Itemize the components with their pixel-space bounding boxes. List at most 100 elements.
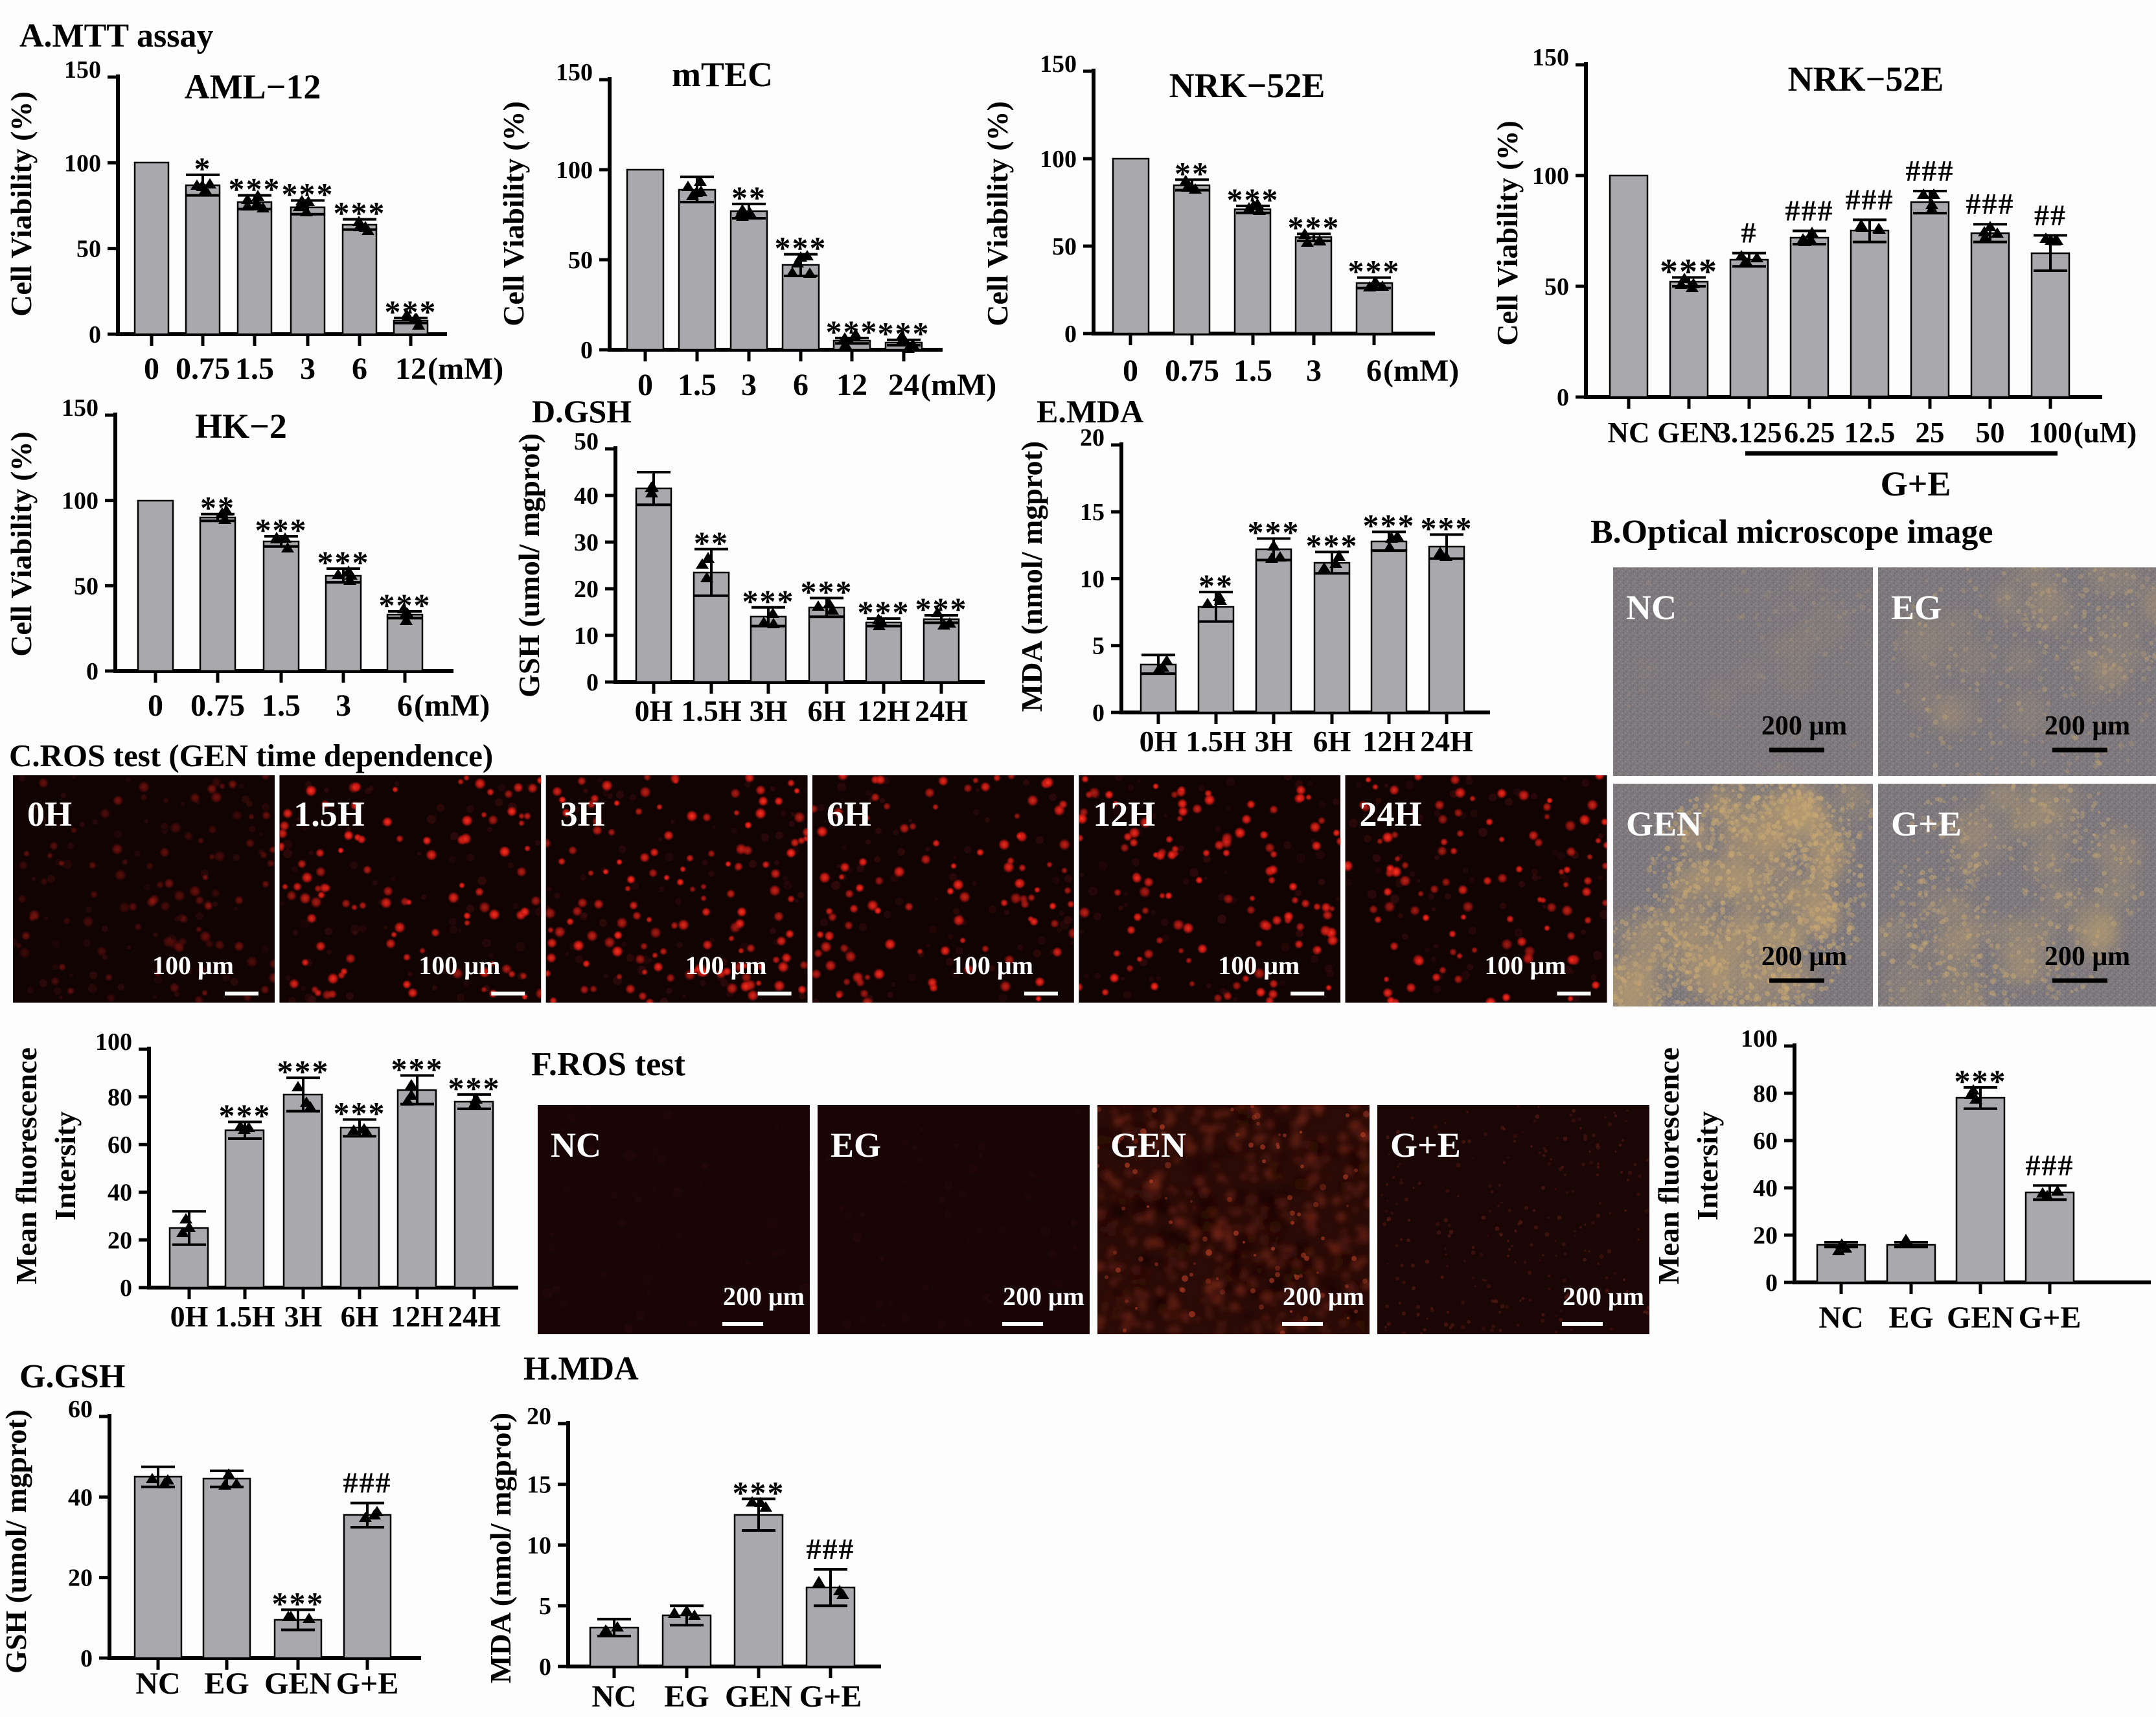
svg-text:15: 15 <box>527 1472 551 1499</box>
svg-text:C.ROS test (GEN time dependenc: C.ROS test (GEN time dependence) <box>9 738 493 773</box>
svg-text:***: *** <box>385 293 437 330</box>
svg-text:40: 40 <box>1753 1175 1778 1202</box>
svg-text:**: ** <box>1175 155 1210 191</box>
svg-text:NRK−52E: NRK−52E <box>1788 60 1944 98</box>
svg-text:5: 5 <box>539 1593 551 1620</box>
svg-text:HK−2: HK−2 <box>195 407 287 446</box>
svg-text:G+E: G+E <box>1881 464 1951 503</box>
svg-text:MDA (nmol/ mgprot): MDA (nmol/ mgprot) <box>484 1413 517 1683</box>
svg-text:40: 40 <box>68 1484 93 1511</box>
svg-text:Intersity: Intersity <box>1691 1111 1724 1221</box>
svg-text:***: *** <box>277 1053 330 1089</box>
svg-text:50: 50 <box>574 428 599 455</box>
svg-text:60: 60 <box>1753 1128 1778 1155</box>
svg-text:0: 0 <box>1064 321 1077 348</box>
svg-text:***: *** <box>1660 252 1718 292</box>
svg-text:**: ** <box>731 179 766 216</box>
svg-text:0: 0 <box>539 1654 551 1681</box>
svg-text:6H: 6H <box>827 795 871 834</box>
svg-text:12H: 12H <box>857 694 910 727</box>
svg-text:***: *** <box>1955 1063 2007 1099</box>
svg-text:(mM): (mM) <box>414 688 490 723</box>
svg-text:EG: EG <box>664 1679 709 1714</box>
svg-text:NC: NC <box>1608 416 1650 449</box>
svg-text:D.GSH: D.GSH <box>532 393 632 429</box>
svg-text:NC: NC <box>1818 1301 1863 1335</box>
svg-text:0.75: 0.75 <box>190 688 245 723</box>
svg-text:100: 100 <box>95 1029 132 1056</box>
svg-text:80: 80 <box>1753 1080 1778 1108</box>
svg-text:6: 6 <box>397 688 413 723</box>
svg-text:150: 150 <box>64 56 101 84</box>
svg-text:EG: EG <box>1891 588 1942 627</box>
svg-text:0: 0 <box>637 368 653 402</box>
svg-text:200 μm: 200 μm <box>723 1282 805 1311</box>
svg-text:GEN: GEN <box>1657 416 1721 449</box>
svg-text:***: *** <box>391 1051 444 1087</box>
svg-text:###: ### <box>1966 187 2015 220</box>
svg-text:100 μm: 100 μm <box>1218 951 1300 980</box>
svg-text:15: 15 <box>1080 499 1105 526</box>
svg-text:20: 20 <box>574 576 599 603</box>
svg-text:MDA (nmol/ mgprot): MDA (nmol/ mgprot) <box>1015 441 1048 712</box>
svg-text:100: 100 <box>556 157 593 184</box>
svg-text:40: 40 <box>108 1179 132 1207</box>
svg-text:1.5H: 1.5H <box>1186 725 1246 758</box>
svg-text:0: 0 <box>144 352 159 386</box>
svg-text:0: 0 <box>86 658 98 685</box>
svg-text:200 μm: 200 μm <box>2045 942 2130 972</box>
svg-text:80: 80 <box>108 1084 132 1111</box>
svg-text:F.ROS test: F.ROS test <box>531 1046 686 1083</box>
svg-text:200 μm: 200 μm <box>1003 1282 1084 1311</box>
svg-text:24H: 24H <box>915 694 968 727</box>
svg-text:###: ### <box>1906 154 1955 187</box>
svg-text:100: 100 <box>64 150 101 177</box>
svg-text:0: 0 <box>1765 1269 1778 1297</box>
svg-text:***: *** <box>229 171 281 207</box>
svg-text:###: ### <box>1846 183 1894 216</box>
svg-text:EG: EG <box>204 1666 249 1701</box>
svg-text:G+E: G+E <box>799 1679 862 1714</box>
svg-text:100 μm: 100 μm <box>952 951 1033 980</box>
svg-text:12: 12 <box>836 368 867 402</box>
svg-text:Cell Viability (%): Cell Viability (%) <box>1491 120 1524 346</box>
svg-text:20: 20 <box>108 1227 132 1254</box>
svg-text:20: 20 <box>527 1403 551 1430</box>
svg-text:###: ### <box>807 1532 855 1565</box>
svg-text:6.25: 6.25 <box>1784 416 1835 449</box>
svg-text:***: *** <box>1363 507 1416 543</box>
svg-text:0H: 0H <box>1140 725 1178 758</box>
svg-text:0.75: 0.75 <box>176 352 230 386</box>
svg-text:EG: EG <box>831 1126 881 1165</box>
svg-text:Mean fluorescence: Mean fluorescence <box>1652 1047 1685 1284</box>
svg-text:12.5: 12.5 <box>1844 416 1896 449</box>
svg-text:(uM): (uM) <box>2074 416 2137 449</box>
svg-text:GEN: GEN <box>264 1666 332 1701</box>
svg-text:150: 150 <box>1532 44 1569 71</box>
svg-text:25: 25 <box>1916 416 1945 449</box>
svg-text:0H: 0H <box>635 694 673 727</box>
svg-text:50: 50 <box>74 573 98 600</box>
svg-text:3: 3 <box>1306 354 1322 388</box>
svg-text:***: *** <box>379 587 431 623</box>
svg-text:6H: 6H <box>1313 725 1351 758</box>
svg-text:***: *** <box>1306 527 1359 563</box>
svg-text:NRK−52E: NRK−52E <box>1169 66 1325 105</box>
svg-text:***: *** <box>801 573 853 609</box>
svg-text:100 μm: 100 μm <box>685 951 767 980</box>
svg-text:30: 30 <box>574 529 599 556</box>
svg-text:50: 50 <box>1052 233 1077 260</box>
svg-text:***: *** <box>826 313 878 350</box>
svg-text:GEN: GEN <box>1947 1301 2014 1335</box>
svg-text:A.MTT assay: A.MTT assay <box>19 17 214 54</box>
svg-text:3: 3 <box>741 368 757 402</box>
svg-text:NC: NC <box>591 1679 636 1714</box>
svg-text:100 μm: 100 μm <box>1485 951 1566 980</box>
svg-text:6: 6 <box>1366 354 1382 388</box>
svg-text:***: *** <box>858 594 910 630</box>
svg-text:1.5: 1.5 <box>262 688 301 723</box>
svg-text:50: 50 <box>1544 273 1569 301</box>
svg-text:60: 60 <box>108 1131 132 1159</box>
svg-text:***: *** <box>272 1585 325 1621</box>
svg-text:NC: NC <box>1626 588 1677 627</box>
